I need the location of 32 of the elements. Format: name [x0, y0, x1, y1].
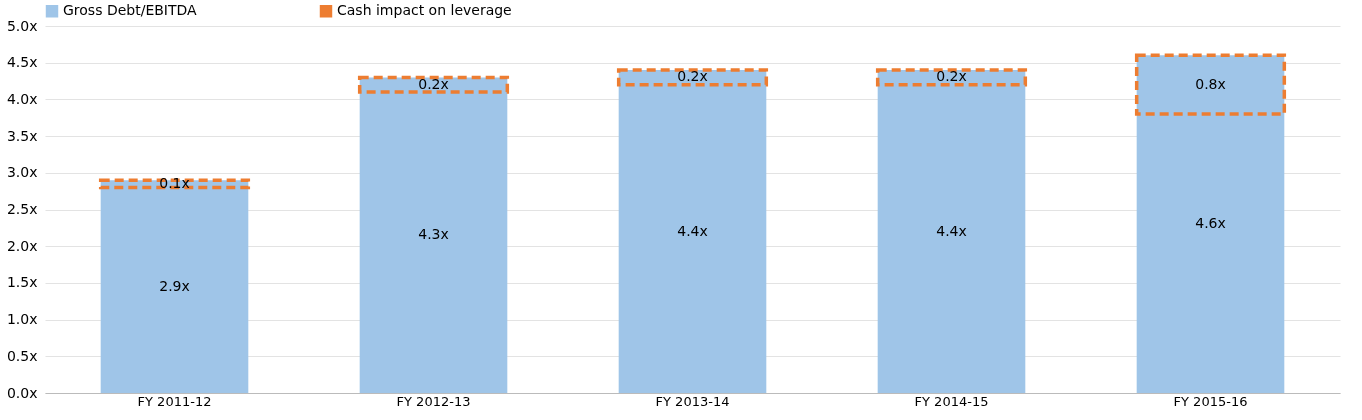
y-tick-label: 2.5x [6, 201, 38, 217]
bar [618, 70, 767, 393]
y-tick-label: 0.5x [6, 347, 38, 364]
data-label: 0.2x [418, 75, 449, 92]
x-tick-label: FY 2013-14 [655, 393, 730, 409]
y-tick-label: 5.0x [6, 17, 38, 34]
bar [1136, 55, 1285, 393]
x-tick-label: FY 2014-15 [914, 393, 989, 409]
bar [359, 77, 508, 393]
data-label: 4.6x [1195, 215, 1226, 232]
data-label: 0.2x [677, 68, 708, 85]
y-tick-label: 4.0x [6, 90, 38, 107]
bar [877, 70, 1026, 393]
x-tick-label: FY 2015-16 [1173, 393, 1248, 409]
data-label: 0.2x [936, 68, 967, 85]
data-label: 0.8x [1195, 75, 1226, 92]
data-label: 4.4x [936, 222, 967, 239]
y-tick-label: 3.0x [6, 164, 38, 181]
y-tick-label: 1.0x [6, 311, 38, 328]
legend-label: Cash impact on leverage [337, 2, 512, 19]
x-tick-label: FY 2011-12 [137, 393, 212, 409]
data-label: 2.9x [159, 277, 190, 294]
y-tick-label: 2.0x [6, 237, 38, 254]
bar [100, 180, 249, 393]
legend-label: Gross Debt/EBITDA [63, 2, 198, 19]
x-tick-label: FY 2012-13 [396, 393, 471, 409]
y-tick-label: 3.5x [6, 127, 38, 144]
y-tick-label: 1.5x [6, 274, 38, 291]
y-tick-label: 0.0x [6, 384, 38, 401]
data-label: 4.3x [418, 226, 449, 243]
data-label: 4.4x [677, 222, 708, 239]
y-tick-label: 4.5x [6, 54, 38, 71]
